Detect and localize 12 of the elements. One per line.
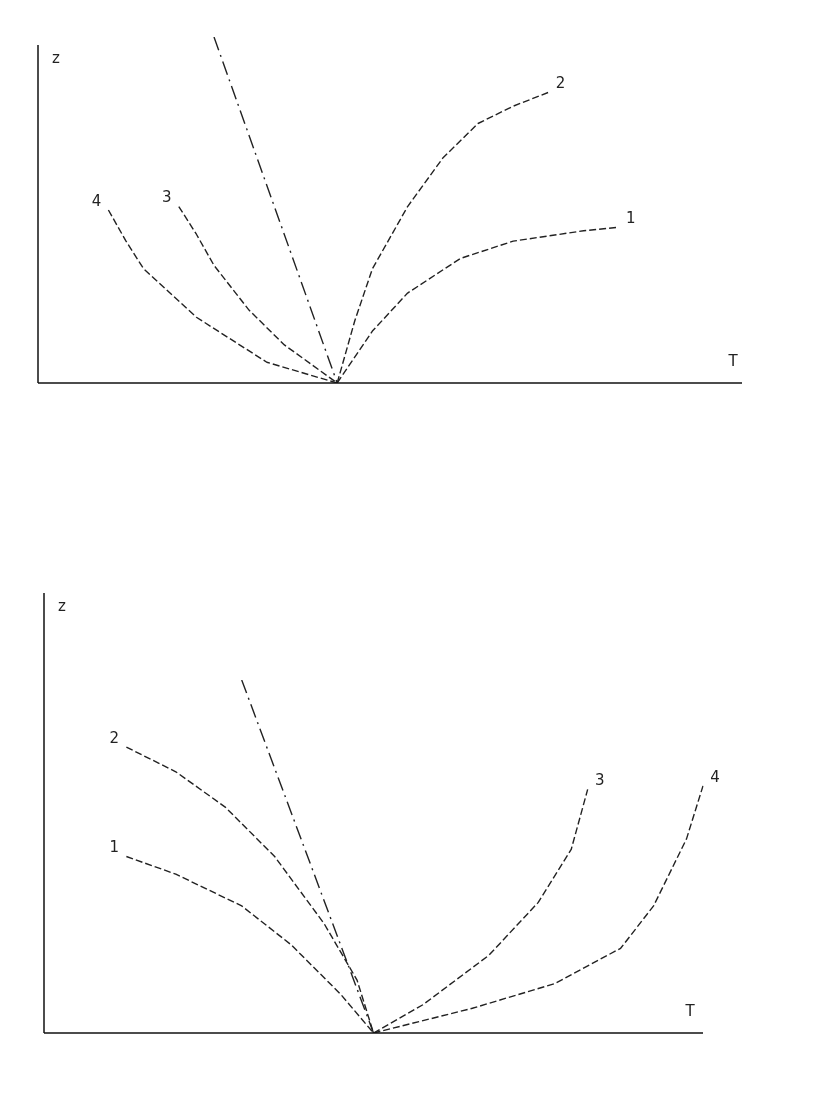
x-axis-title: T [684,1001,696,1020]
series-label: 2 [109,728,120,747]
x-axis-title: T [727,351,739,370]
y-axis-title: z [52,48,61,67]
series-label: 1 [626,209,636,228]
series-label: 4 [710,767,720,786]
y-axis-title: z [58,596,67,615]
series-label: 4 [91,191,102,210]
series-label: 2 [555,74,566,93]
series-label: 3 [162,188,172,207]
series-label: 1 [109,838,120,857]
series-label: 3 [594,771,605,790]
